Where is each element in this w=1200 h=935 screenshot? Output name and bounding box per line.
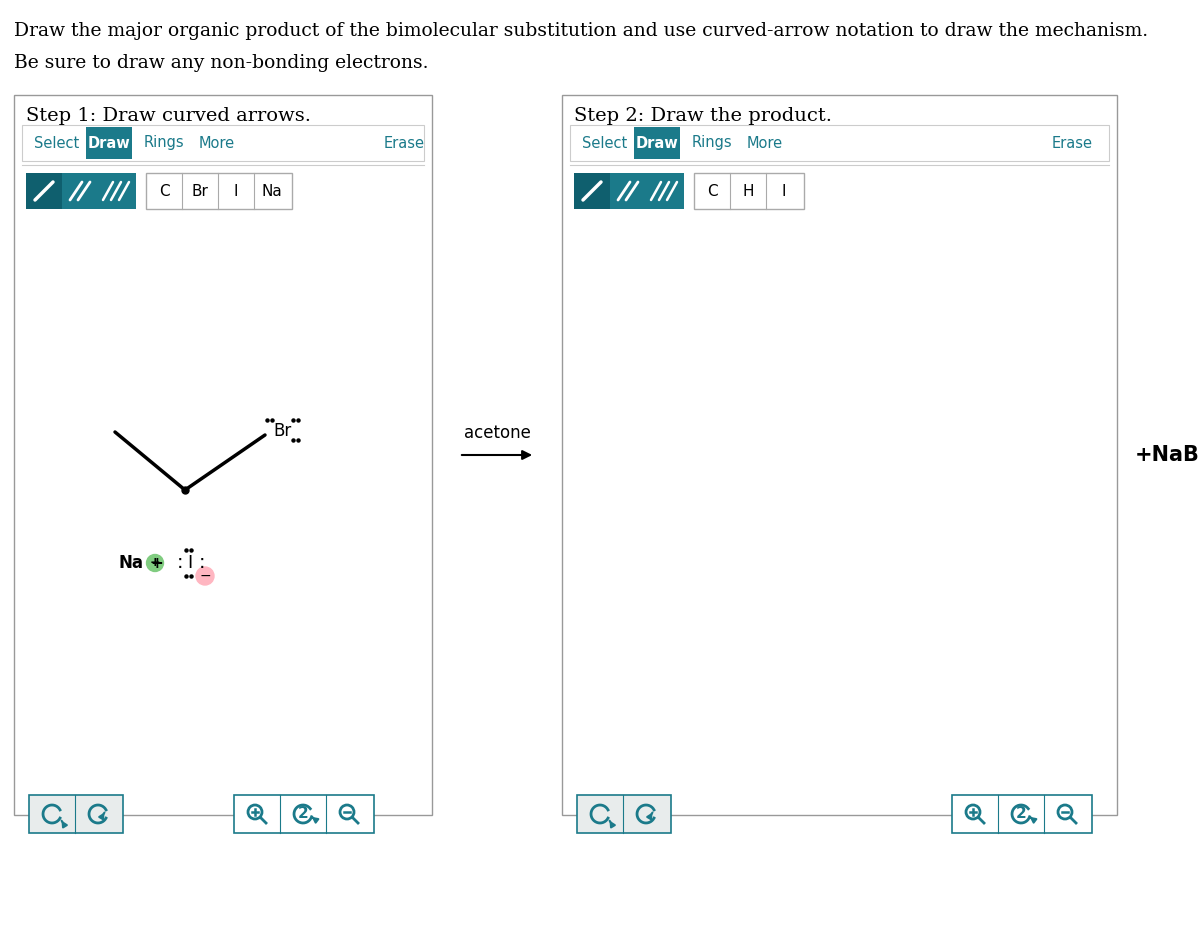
Text: I: I (234, 183, 239, 198)
Bar (86, 127, 132, 159)
Text: I: I (781, 183, 786, 198)
Text: −: − (199, 569, 211, 583)
Circle shape (196, 567, 214, 585)
Text: More: More (199, 136, 235, 151)
Text: Br: Br (274, 422, 292, 440)
Text: Draw the major organic product of the bimolecular substitution and use curved-ar: Draw the major organic product of the bi… (14, 22, 1148, 40)
Text: acetone: acetone (463, 424, 530, 442)
Text: Select: Select (34, 136, 79, 151)
Bar (22, 125, 424, 161)
Text: Br: Br (192, 183, 209, 198)
Text: Be sure to draw any non-bonding electrons.: Be sure to draw any non-bonding electron… (14, 54, 428, 72)
Text: Rings: Rings (144, 136, 185, 151)
Bar (29, 795, 124, 833)
Bar (574, 173, 684, 209)
Text: 2: 2 (298, 807, 308, 822)
Bar (694, 173, 804, 209)
Text: Erase: Erase (384, 136, 425, 151)
Bar (562, 95, 1117, 815)
Bar (577, 795, 671, 833)
Text: C: C (707, 183, 718, 198)
Bar (62, 173, 98, 209)
Text: 2: 2 (1015, 807, 1026, 822)
Bar (14, 95, 432, 815)
Text: I: I (187, 554, 193, 572)
Text: More: More (746, 136, 784, 151)
Bar (574, 173, 610, 209)
Text: Step 2: Draw the product.: Step 2: Draw the product. (574, 107, 832, 125)
Circle shape (146, 554, 163, 571)
Text: +: + (150, 555, 163, 570)
Bar (26, 173, 62, 209)
Text: :: : (176, 554, 182, 572)
Text: Rings: Rings (692, 136, 733, 151)
Bar (146, 173, 292, 209)
Text: Select: Select (582, 136, 628, 151)
Text: Draw: Draw (88, 136, 131, 151)
Text: Na: Na (118, 554, 143, 572)
Text: +: + (150, 556, 161, 569)
Bar (26, 173, 136, 209)
Text: :: : (199, 554, 205, 572)
Text: Step 1: Draw curved arrows.: Step 1: Draw curved arrows. (26, 107, 311, 125)
Bar (234, 795, 374, 833)
Bar (952, 795, 1092, 833)
Text: C: C (158, 183, 169, 198)
Bar (570, 125, 1109, 161)
Bar (646, 173, 682, 209)
Text: H: H (743, 183, 754, 198)
Text: Erase: Erase (1052, 136, 1093, 151)
Bar (98, 173, 134, 209)
Text: Na: Na (262, 183, 282, 198)
Bar (610, 173, 646, 209)
Text: +NaBr: +NaBr (1135, 445, 1200, 465)
Text: Draw: Draw (636, 136, 678, 151)
Bar (634, 127, 680, 159)
